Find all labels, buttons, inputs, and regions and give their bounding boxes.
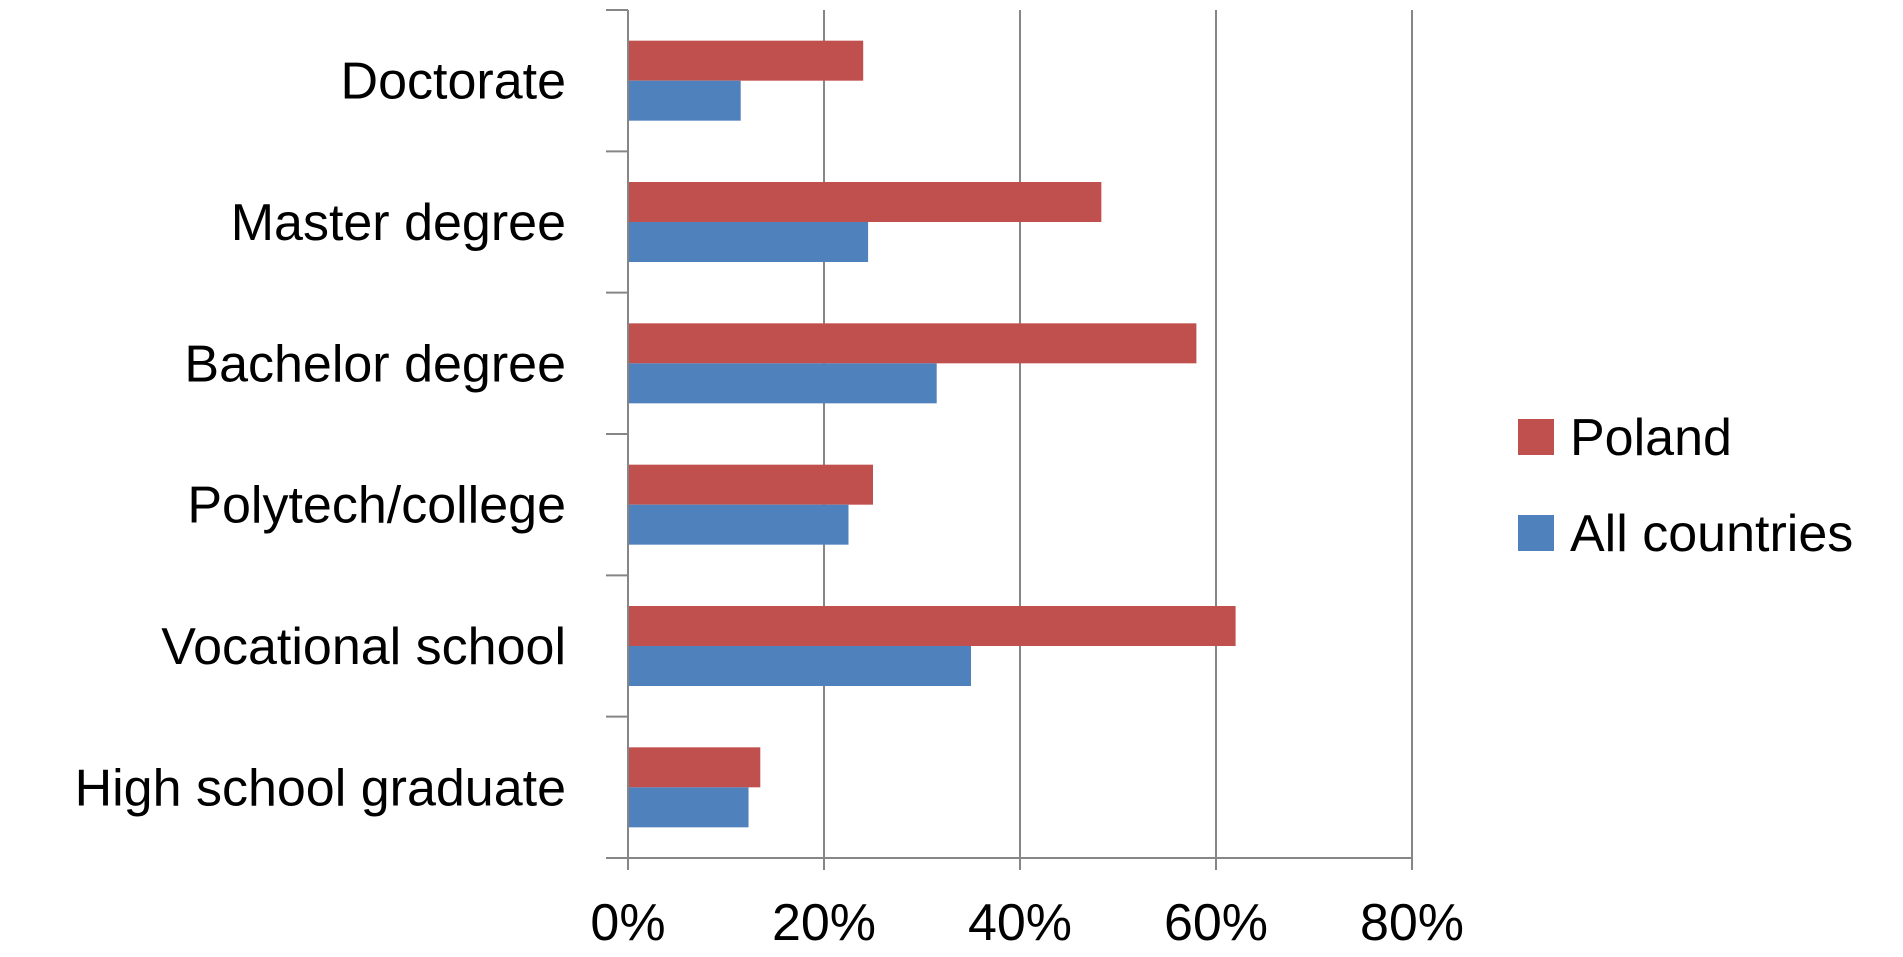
category-label: Master degree (231, 194, 566, 252)
category-label: Bachelor degree (184, 335, 566, 393)
bar-poland (628, 606, 1236, 646)
bar-all-countries (628, 80, 741, 121)
gridlines (823, 10, 1413, 858)
bars (628, 40, 1236, 828)
bar-all-countries (628, 363, 937, 404)
x-tick-label: 80% (1360, 894, 1464, 952)
category-label: High school graduate (75, 759, 566, 817)
category-label: Polytech/college (187, 477, 566, 535)
bar-poland (628, 747, 761, 788)
legend-label: Poland (1570, 409, 1732, 467)
x-tick-label: 20% (772, 894, 876, 952)
legend-swatch (1518, 515, 1554, 551)
bar-poland (628, 40, 864, 81)
legend: Poland All countries (1518, 409, 1853, 563)
axes (606, 9, 1413, 870)
x-tick-label: 40% (968, 894, 1072, 952)
category-label: Doctorate (341, 53, 566, 111)
x-tick-label: 60% (1164, 894, 1268, 952)
bar-all-countries (628, 646, 971, 686)
category-labels: Doctorate Master degree Bachelor degree Pol… (75, 53, 566, 818)
legend-swatch (1518, 419, 1554, 455)
bar-all-countries (628, 504, 849, 545)
bar-all-countries (628, 222, 869, 262)
bar-poland (628, 464, 873, 505)
legend-label: All countries (1570, 505, 1853, 563)
bar-all-countries (628, 787, 749, 828)
x-tick-labels: 0% 20% 40% 60% 80% (590, 894, 1464, 952)
x-tick-label: 0% (590, 894, 665, 952)
category-label: Vocational school (161, 618, 566, 676)
bar-poland (628, 182, 1102, 222)
bar-poland (628, 323, 1197, 364)
